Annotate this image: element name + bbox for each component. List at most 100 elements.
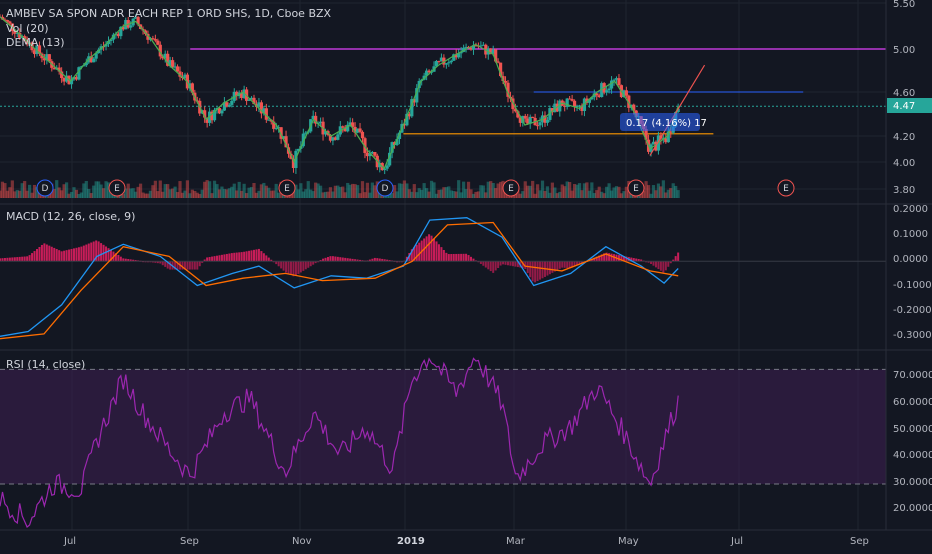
macd-histogram-bar — [445, 252, 448, 262]
event-marker[interactable] — [108, 179, 126, 197]
volume-bar — [614, 186, 619, 198]
volume-bar — [97, 181, 101, 198]
candle-body — [32, 50, 37, 55]
macd-histogram-bar — [662, 261, 665, 273]
candle-body — [538, 122, 542, 126]
candle-body — [407, 113, 411, 117]
volume-bar — [158, 180, 162, 198]
candle-body — [388, 152, 392, 166]
rsi-tick: 40.0000 — [893, 450, 932, 461]
candle-body — [666, 131, 670, 143]
rsi-tick: 70.0000 — [893, 370, 932, 381]
volume-bar — [245, 193, 249, 198]
macd-histogram-bar — [551, 261, 554, 273]
event-marker[interactable] — [777, 179, 795, 197]
macd-histogram-bar — [442, 249, 445, 262]
volume-bar — [597, 186, 601, 198]
macd-histogram-bar — [8, 257, 11, 262]
macd-histogram-bar — [482, 261, 485, 266]
macd-histogram-bar — [669, 261, 672, 264]
candle-body — [614, 78, 619, 80]
volume-bar — [23, 181, 27, 198]
volume-bar — [237, 181, 241, 198]
rsi-legend[interactable]: RSI (14, close) — [6, 358, 85, 371]
volume-bar — [674, 185, 678, 198]
volume-bar — [180, 192, 185, 198]
vol-legend[interactable]: Vol (20) — [6, 22, 49, 35]
macd-histogram-bar — [573, 261, 576, 267]
price-tick: 4.00 — [893, 158, 915, 169]
macd-histogram-bar — [447, 254, 450, 262]
macd-histogram-bar — [376, 258, 379, 262]
candle-body — [134, 17, 138, 19]
macd-axis[interactable]: 0.2000 0.1000 0.0000 -0.1000 -0.2000 -0.… — [893, 204, 932, 341]
macd-legend[interactable]: MACD (12, 26, close, 9) — [6, 210, 135, 223]
macd-histogram-bar — [465, 253, 468, 262]
event-marker[interactable] — [502, 179, 520, 197]
volume-bar — [572, 184, 577, 198]
volume-bar — [121, 193, 125, 198]
volume-bar — [348, 184, 352, 198]
volume-bar — [407, 189, 411, 198]
volume-bar — [355, 185, 360, 198]
volume-bar — [304, 189, 308, 198]
volume-bar — [518, 193, 522, 198]
macd-histogram-bar — [349, 258, 352, 262]
macd-histogram-bar — [521, 261, 524, 268]
volume-bar — [55, 180, 59, 198]
volume-bar — [161, 191, 165, 198]
event-marker[interactable] — [376, 179, 394, 197]
candle-body — [279, 127, 283, 139]
volume-bar — [649, 193, 653, 198]
event-label: E — [508, 184, 514, 194]
events[interactable]: D E E D E E E — [36, 179, 795, 197]
price-axis[interactable]: 5.50 5.00 4.60 4.20 4.00 3.80 — [893, 0, 915, 196]
macd-histogram-bar — [467, 255, 470, 262]
measure-tool[interactable]: 0.17 (4.16%) 17 — [620, 113, 707, 131]
macd-histogram-bar — [220, 254, 223, 262]
candle-body — [523, 115, 527, 119]
macd-histogram-bar — [664, 261, 667, 271]
macd-histogram-bar — [265, 255, 268, 262]
candle-body — [439, 57, 444, 62]
volume-bar — [550, 182, 554, 198]
event-marker[interactable] — [627, 179, 645, 197]
volume-bar — [392, 185, 397, 198]
volume-bar — [563, 186, 567, 198]
macd-histogram-bar — [430, 235, 433, 262]
volume-bar — [548, 192, 552, 198]
volume-bar — [198, 193, 202, 198]
macd-histogram-bar — [260, 251, 263, 262]
macd-histogram-bar — [85, 244, 88, 262]
volume-bar — [212, 180, 217, 198]
macd-histogram-bar — [509, 261, 512, 266]
macd-histogram-bar — [270, 259, 273, 262]
candle-body — [208, 111, 212, 123]
event-marker[interactable] — [36, 179, 54, 197]
rsi-axis[interactable]: 70.0000 60.0000 50.0000 40.0000 30.0000 … — [893, 370, 932, 514]
candle-body — [217, 108, 222, 114]
candle-body — [284, 136, 288, 148]
macd-histogram-bar — [55, 249, 58, 262]
macd-histogram-bar — [225, 253, 228, 262]
dema-legend[interactable]: DEMA (13) — [6, 36, 65, 49]
macd-histogram-bar — [109, 249, 112, 262]
macd-histogram-bar — [344, 257, 347, 262]
volume-bar — [173, 186, 177, 198]
volume-bar — [580, 190, 584, 198]
macd-histogram-bar — [72, 248, 75, 262]
main-pane-decor — [0, 368, 886, 485]
macd-histogram-bar — [159, 261, 162, 264]
volume-bar — [558, 191, 562, 198]
macd-histogram-bar — [243, 251, 246, 262]
time-axis[interactable]: Jul Sep Nov 2019 Mar May Jul Sep — [63, 536, 869, 547]
candle-body — [570, 99, 574, 101]
macd-histogram-bar — [556, 261, 559, 271]
macd-histogram-bar — [659, 261, 662, 271]
macd-histogram-bar — [117, 254, 120, 262]
candle-body — [304, 132, 308, 134]
event-marker[interactable] — [278, 179, 296, 197]
candle-body — [311, 115, 315, 120]
macd-histogram-bar — [161, 261, 164, 266]
candle-body — [166, 53, 170, 66]
